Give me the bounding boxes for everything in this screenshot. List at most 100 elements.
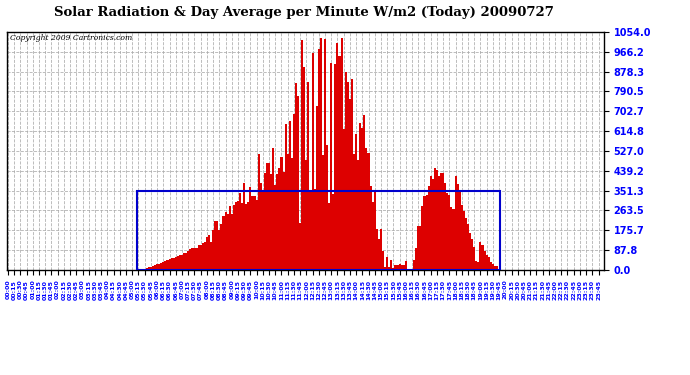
Bar (440, 173, 442, 270)
Bar (146, 268, 148, 270)
Bar (457, 184, 459, 270)
Bar (401, 265, 403, 270)
Bar (233, 205, 235, 270)
Bar (403, 265, 405, 270)
Bar (415, 248, 417, 270)
Bar (388, 267, 391, 270)
Bar (451, 207, 453, 270)
Bar (422, 206, 424, 270)
Bar (251, 196, 253, 270)
Text: Copyright 2009 Cartronics.com: Copyright 2009 Cartronics.com (10, 34, 132, 42)
Bar (314, 189, 316, 270)
Bar (185, 253, 187, 270)
Bar (484, 251, 486, 270)
Bar (293, 114, 295, 270)
Bar (210, 242, 212, 270)
Bar (370, 186, 372, 270)
Bar (206, 237, 208, 270)
Bar (286, 154, 288, 270)
Bar (477, 262, 480, 270)
Bar (160, 263, 162, 270)
Bar (382, 251, 384, 270)
Bar (158, 264, 160, 270)
Bar (212, 230, 214, 270)
Bar (272, 148, 274, 270)
Bar (393, 268, 395, 270)
Bar (144, 268, 146, 270)
Bar (297, 96, 299, 270)
Bar (204, 242, 206, 270)
Bar (469, 233, 471, 270)
Bar (355, 134, 357, 270)
Bar (455, 176, 457, 270)
Bar (465, 218, 467, 270)
Bar (341, 38, 343, 270)
Bar (303, 67, 306, 270)
Bar (405, 261, 407, 270)
Text: Solar Radiation & Day Average per Minute W/m2 (Today) 20090727: Solar Radiation & Day Average per Minute… (54, 6, 553, 19)
Bar (257, 154, 259, 270)
Bar (191, 249, 193, 270)
Bar (152, 266, 154, 270)
Bar (351, 79, 353, 270)
Bar (308, 82, 310, 270)
Bar (498, 268, 500, 270)
Bar (301, 40, 303, 270)
Bar (471, 239, 473, 270)
Bar (395, 266, 397, 270)
Bar (475, 261, 477, 270)
Bar (322, 155, 324, 270)
Bar (270, 174, 272, 270)
Bar (305, 160, 308, 270)
Bar (214, 221, 216, 270)
Bar (266, 164, 268, 270)
Bar (490, 262, 492, 270)
Bar (195, 248, 197, 270)
Bar (218, 230, 220, 270)
Bar (420, 226, 422, 270)
Bar (380, 229, 382, 270)
Bar (480, 242, 482, 270)
Bar (216, 221, 218, 270)
Bar (386, 256, 388, 270)
Bar (446, 193, 448, 270)
Bar (467, 224, 469, 270)
Bar (162, 262, 164, 270)
Bar (290, 158, 293, 270)
Bar (482, 245, 484, 270)
Bar (228, 206, 230, 270)
Bar (264, 173, 266, 270)
Bar (222, 216, 224, 270)
Bar (253, 196, 255, 270)
Bar (368, 153, 370, 270)
Bar (166, 260, 168, 270)
Bar (459, 192, 461, 270)
Bar (434, 168, 436, 270)
Bar (164, 261, 166, 270)
Bar (320, 38, 322, 270)
Bar (318, 49, 320, 270)
Bar (378, 239, 380, 270)
Bar (245, 204, 247, 270)
Bar (496, 266, 498, 270)
Bar (137, 190, 500, 270)
Bar (366, 148, 368, 270)
Bar (364, 115, 366, 270)
Bar (239, 193, 241, 270)
Bar (345, 72, 347, 270)
Bar (310, 191, 312, 270)
Bar (409, 268, 411, 270)
Bar (326, 144, 328, 270)
Bar (407, 269, 409, 270)
Bar (156, 264, 158, 270)
Bar (362, 129, 364, 270)
Bar (486, 255, 488, 270)
Bar (201, 243, 204, 270)
Bar (243, 183, 245, 270)
Bar (226, 214, 228, 270)
Bar (461, 205, 463, 270)
Bar (359, 123, 362, 270)
Bar (438, 176, 440, 270)
Bar (170, 258, 172, 270)
Bar (235, 202, 237, 270)
